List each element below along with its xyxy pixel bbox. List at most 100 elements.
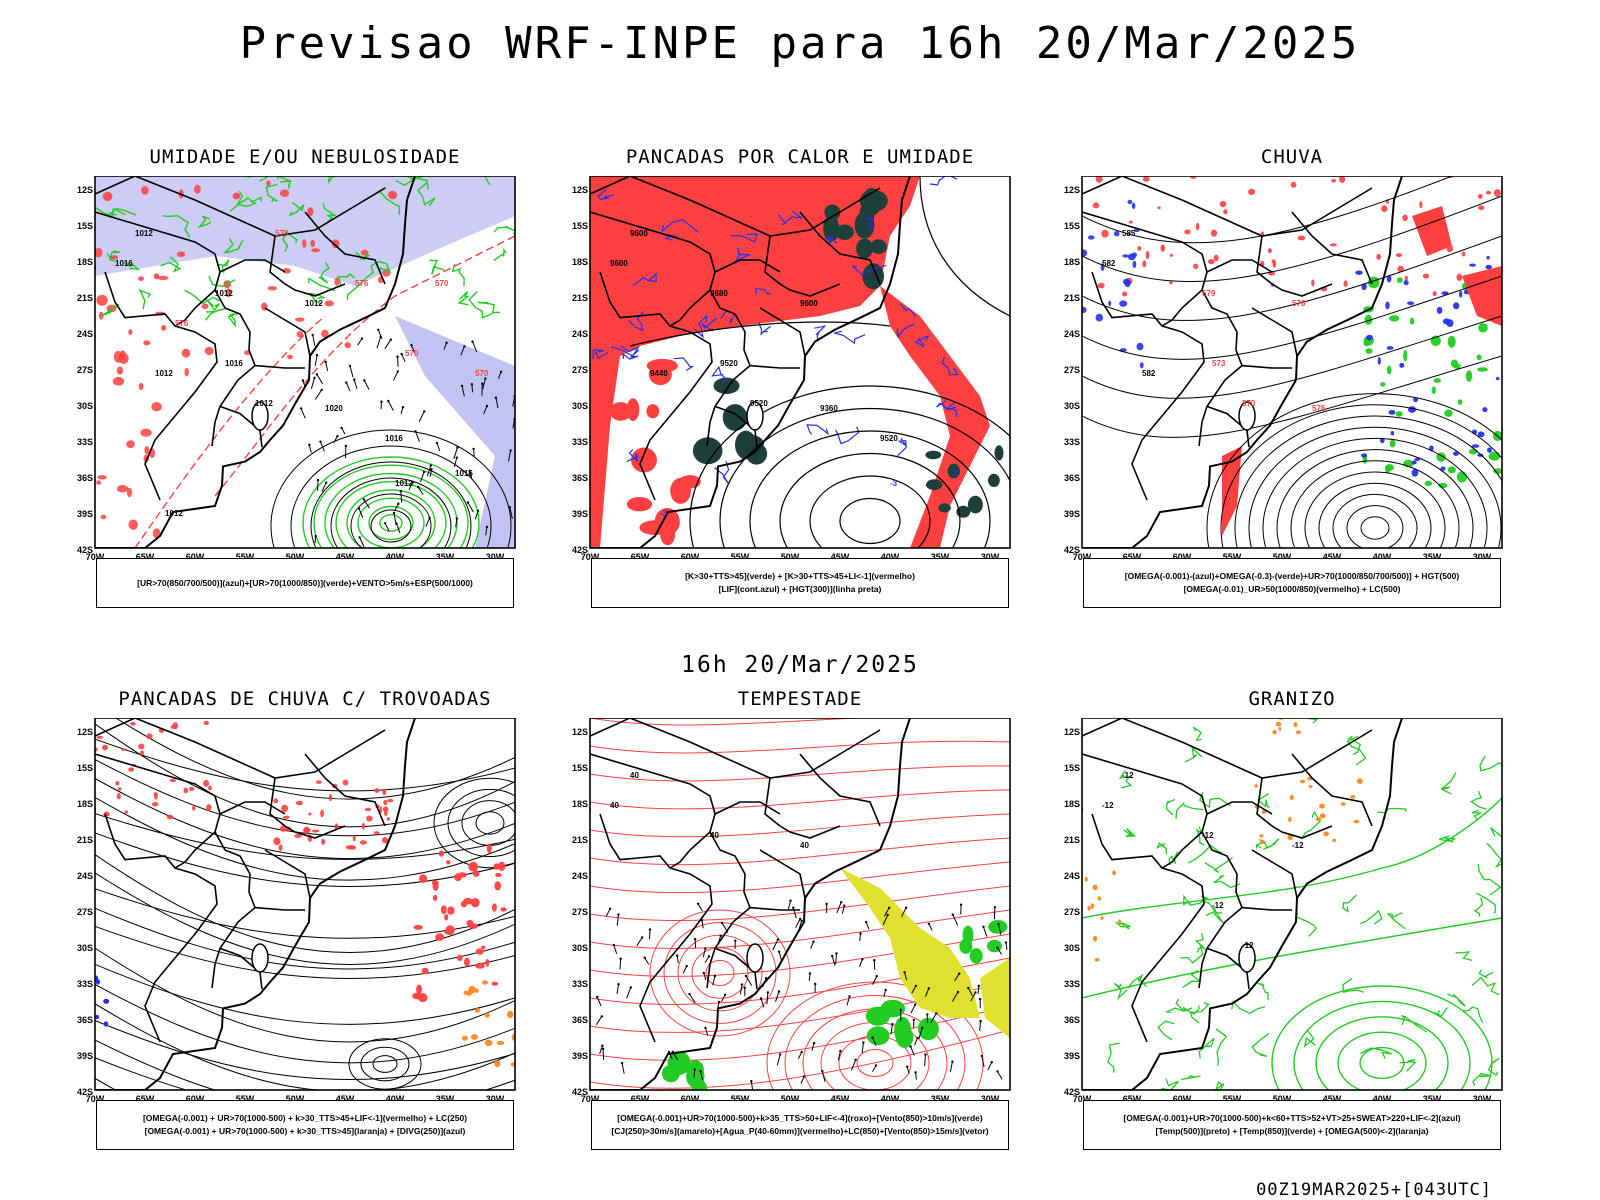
state-border (590, 753, 716, 870)
state-border (1131, 371, 1198, 501)
instability-area-green (988, 473, 1000, 487)
temperature-850-contour (1180, 943, 1208, 964)
rain-area-blue (1131, 202, 1136, 209)
lon-tick-label: 45W (1323, 1094, 1342, 1104)
lifted-index-contour (661, 219, 700, 234)
wind-vector (734, 939, 737, 942)
wind-vector (987, 1061, 993, 1071)
wind-vector (996, 947, 1003, 955)
wind-vector (463, 345, 466, 348)
lat-tick-label: 21S (77, 835, 93, 845)
humidity-dot-red (102, 191, 113, 202)
lon-tick-label: 65W (136, 1094, 155, 1104)
lifted-index-contour (720, 310, 737, 324)
wind-vector (858, 959, 863, 967)
omega-area-orange (1084, 876, 1088, 882)
state-border (211, 289, 256, 447)
wind-vector (911, 985, 917, 994)
lat-tick-label: 30S (77, 943, 93, 953)
storm-area-orange (494, 1060, 501, 1068)
rain-area-red (1222, 446, 1242, 536)
contour-label: -12 (1122, 771, 1134, 780)
caption-line: [OMEGA(-0.001) + UR>70(1000-500) + k>30_… (144, 1126, 466, 1136)
wind-vector (914, 1071, 917, 1074)
storm-area-red (382, 788, 387, 796)
rain-area-red (1195, 222, 1200, 231)
streamline (95, 907, 515, 970)
wind-vector (910, 1004, 916, 1014)
contour-label: 570 (275, 229, 289, 238)
wind-vector (401, 353, 406, 363)
wind-vector (841, 905, 845, 914)
wind-vector (993, 907, 996, 920)
temperature-850-contour (1470, 790, 1487, 810)
streamline (95, 738, 515, 792)
humidity-contour-green (138, 289, 152, 310)
wind-vector (883, 989, 887, 998)
wind-vector (621, 1063, 625, 1074)
wind-area-green (692, 1080, 708, 1090)
wind-vector (904, 906, 908, 909)
lon-tick-label: 40W (386, 552, 405, 562)
temperature-850-contour (1184, 746, 1203, 763)
wind-vector (983, 926, 988, 937)
wind-vector (906, 1065, 909, 1068)
contour-label: 576 (355, 279, 369, 288)
panel-pancadas-calor: PANCADAS POR CALOR E UMIDADE 12S 15S 18S 21S… (560, 146, 1060, 626)
panel-trovoadas: PANCADAS DE CHUVA C/ TROVOADAS 12S 15S 18S 2… (65, 688, 565, 1168)
wind-vector (455, 456, 458, 459)
wind-vector (882, 914, 889, 926)
wind-vector (395, 522, 398, 525)
wind-vector (641, 936, 644, 939)
humidity-dot-red (295, 317, 305, 322)
state-border (714, 259, 781, 273)
coastline (590, 176, 911, 548)
humidity-dot-red (97, 475, 107, 480)
rain-area-red (1422, 273, 1430, 279)
wind-vector (626, 987, 632, 999)
wind-vector (958, 972, 961, 975)
rain-area-blue (1132, 260, 1137, 268)
contour-label: 1012 (135, 229, 153, 238)
wind-vector (702, 971, 705, 975)
humidity-contour-green (288, 201, 305, 217)
wind-vector (310, 377, 315, 389)
wind-vector (927, 922, 931, 926)
temperature-850-contour (1346, 735, 1367, 766)
lat-tick-label: 39S (572, 1051, 588, 1061)
height-contour (689, 385, 1010, 548)
rain-area-green (1444, 409, 1453, 417)
panel-legend-caption: [OMEGA(-0.001)+UR>70(1000-500)+k<60+TTS>… (1083, 1100, 1501, 1150)
wind-vector (483, 405, 488, 415)
rain-area-green (1493, 468, 1502, 474)
storm-area-red (444, 914, 449, 921)
instability-area-green (722, 404, 748, 431)
storm-area-red (359, 840, 367, 845)
rain-area-red (1396, 253, 1402, 258)
wind-vector (357, 338, 363, 346)
lat-tick-label: 36S (572, 473, 588, 483)
wind-vector (910, 1046, 915, 1056)
storm-area-red (278, 844, 283, 851)
state-border (639, 371, 706, 501)
lon-tick-label: 30W (486, 1094, 505, 1104)
storm-area-red (374, 788, 380, 793)
rain-area-blue (1436, 306, 1443, 314)
wind-vector (871, 1036, 874, 1039)
instability-area-red (609, 402, 632, 421)
temperature-850-contour (1479, 755, 1502, 772)
height-contour (919, 176, 1010, 317)
rain-area-blue (1407, 301, 1415, 306)
contour-label: -12 (1202, 831, 1214, 840)
temperature-850-contour (1157, 1020, 1175, 1041)
wind-vector (979, 1021, 982, 1031)
wind-vector (951, 913, 954, 916)
humidity-dot-red (388, 190, 398, 200)
temperature-850-contour (1306, 718, 1319, 724)
contour-label: 9360 (820, 404, 838, 413)
state-border (1082, 718, 1373, 779)
wind-circulation-contour (691, 947, 749, 999)
storm-area-red (386, 817, 391, 821)
storm-area-red (296, 800, 303, 806)
rain-area-red (1213, 254, 1219, 262)
